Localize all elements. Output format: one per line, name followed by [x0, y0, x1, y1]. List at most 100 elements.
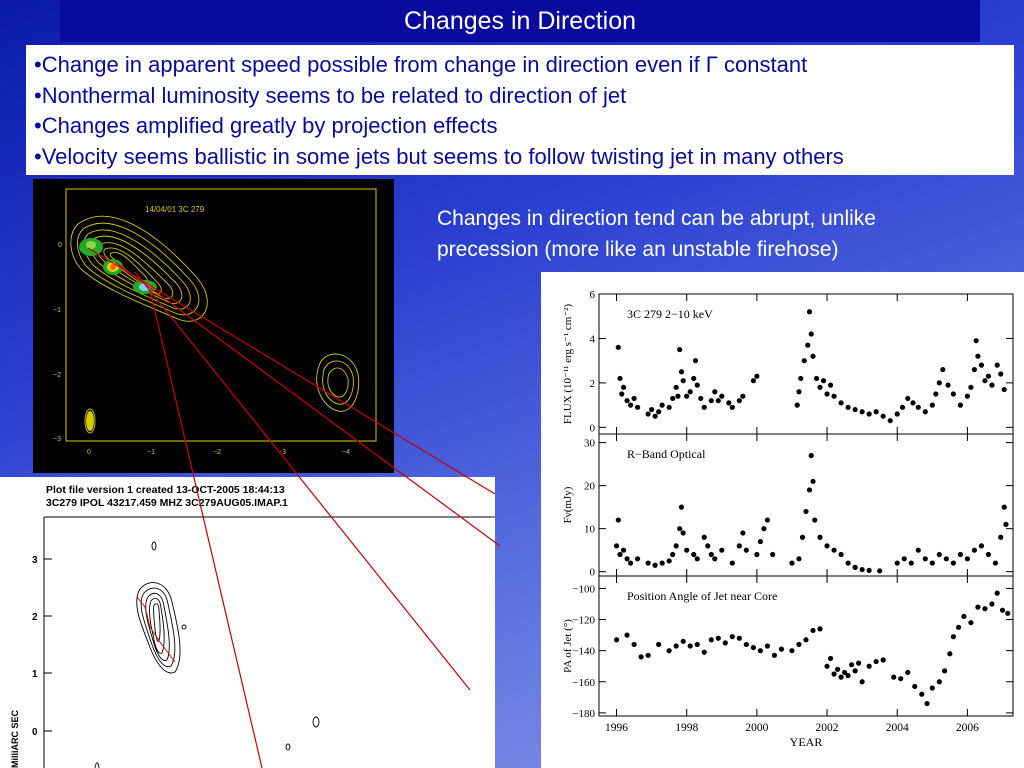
- data-point: [708, 637, 714, 643]
- map2-y-tick: 0: [32, 727, 38, 738]
- data-point: [645, 411, 651, 417]
- map-y-tick: −1: [53, 307, 61, 314]
- data-point: [712, 556, 718, 562]
- data-point: [831, 393, 837, 399]
- map2-y-tick: 2: [32, 612, 38, 623]
- data-point: [866, 663, 872, 669]
- data-point: [808, 452, 814, 459]
- data-point: [736, 398, 742, 404]
- data-point: [757, 538, 763, 545]
- data-point: [812, 517, 818, 523]
- data-point: [950, 391, 956, 397]
- map-header: 14/04/01 3C 279: [145, 205, 205, 214]
- data-point: [905, 669, 911, 676]
- data-point: [989, 601, 995, 607]
- y-tick-label: −140: [572, 646, 595, 658]
- panel-title: 3C 279 2−10 keV: [627, 307, 713, 321]
- data-point: [1003, 521, 1009, 527]
- data-point: [778, 646, 785, 652]
- data-point: [813, 375, 820, 382]
- data-point: [929, 560, 935, 566]
- data-point: [880, 413, 886, 419]
- radio-map-2005: Plot file version 1 created 13-OCT-2005 …: [0, 477, 495, 768]
- data-point: [824, 543, 830, 549]
- data-point: [796, 641, 802, 648]
- data-point: [817, 384, 823, 390]
- data-point: [673, 543, 679, 549]
- data-point: [859, 679, 865, 685]
- data-point: [947, 651, 953, 657]
- data-point: [852, 406, 858, 413]
- bullet-item: •Changes amplified greatly by projection…: [34, 113, 498, 138]
- data-point: [827, 655, 834, 662]
- data-point: [615, 517, 621, 523]
- data-point: [831, 671, 837, 677]
- data-point: [891, 674, 897, 680]
- x-tick-label: 1998: [675, 722, 698, 734]
- data-point: [971, 366, 978, 373]
- data-point: [933, 391, 939, 397]
- data-point: [798, 375, 804, 382]
- data-point: [715, 398, 721, 404]
- bullet-item: •Nonthermal luminosity seems to be relat…: [34, 82, 627, 108]
- data-point: [845, 672, 851, 679]
- data-point: [838, 551, 844, 558]
- map2-y-axis-label: MilliARC SEC: [10, 709, 20, 768]
- data-point: [678, 504, 685, 510]
- data-point: [994, 590, 1000, 596]
- data-point: [936, 679, 942, 685]
- data-point: [680, 530, 686, 536]
- data-point: [656, 641, 662, 648]
- data-point: [761, 526, 767, 532]
- data-point: [964, 556, 970, 562]
- data-point: [950, 560, 956, 566]
- data-point: [915, 404, 921, 410]
- x-axis-label: YEAR: [790, 735, 823, 749]
- data-point: [619, 391, 625, 397]
- y-axis-label: Fν(mJy): [562, 486, 574, 523]
- data-point: [617, 375, 623, 382]
- data-point: [915, 547, 921, 553]
- data-point: [849, 662, 855, 668]
- data-point: [675, 393, 681, 399]
- data-point: [754, 373, 760, 379]
- map-x-tick: 0: [87, 449, 91, 456]
- y-axis-label: PA of Jet (°): [562, 619, 574, 673]
- data-point: [894, 411, 900, 417]
- data-point: [627, 560, 634, 566]
- data-point: [924, 700, 930, 707]
- data-point: [627, 402, 634, 408]
- data-point: [945, 382, 951, 388]
- data-point: [736, 543, 742, 549]
- data-point: [827, 382, 834, 388]
- data-point: [634, 404, 641, 410]
- data-point: [624, 398, 630, 404]
- data-point: [817, 626, 823, 632]
- data-point: [736, 635, 742, 641]
- data-point: [994, 362, 1000, 368]
- data-point: [880, 657, 886, 663]
- data-point: [820, 378, 827, 384]
- data-point: [764, 517, 771, 523]
- data-point: [943, 556, 949, 562]
- data-point: [659, 402, 665, 408]
- data-point: [649, 406, 655, 413]
- data-point: [691, 551, 697, 558]
- data-point: [764, 643, 771, 649]
- data-point: [638, 654, 644, 660]
- data-point: [978, 543, 985, 549]
- data-point: [922, 409, 928, 415]
- data-point: [771, 652, 778, 658]
- data-point: [940, 366, 946, 373]
- data-point: [956, 624, 962, 630]
- y-tick-label: 6: [590, 289, 596, 301]
- data-point: [859, 566, 865, 573]
- data-point: [910, 400, 916, 406]
- data-point: [985, 551, 992, 558]
- data-point: [743, 641, 749, 648]
- data-point: [757, 648, 763, 654]
- data-point: [799, 534, 806, 540]
- map-x-tick: −3: [278, 449, 286, 456]
- data-point: [705, 543, 711, 549]
- data-point: [894, 560, 900, 566]
